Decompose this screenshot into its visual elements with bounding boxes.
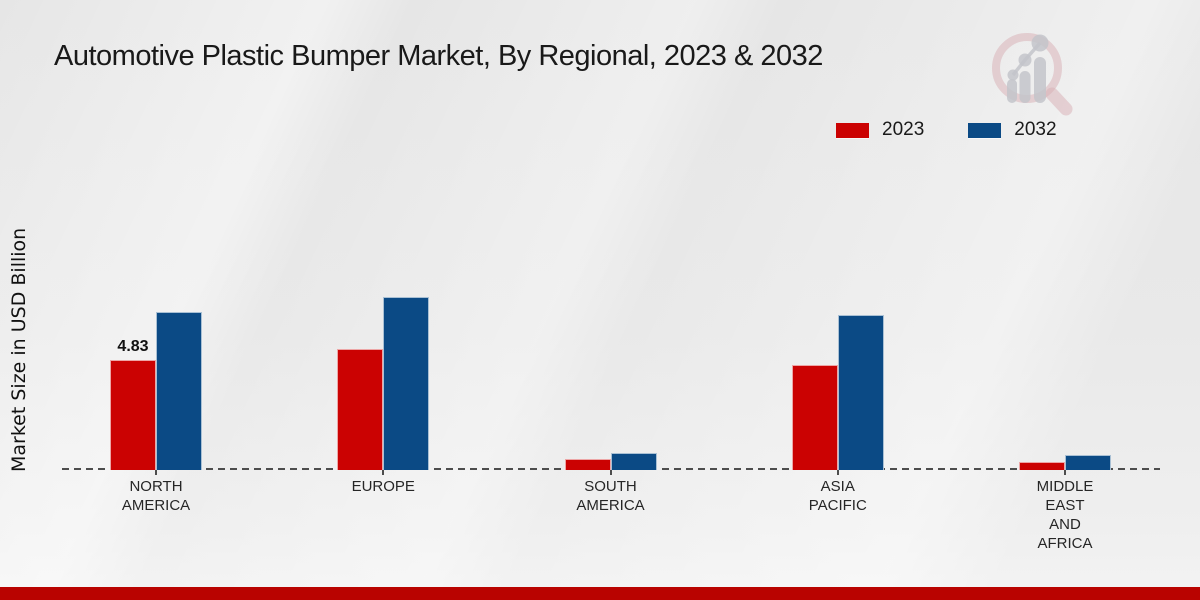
x-axis-tick-europe xyxy=(382,470,385,475)
legend-swatch-2032 xyxy=(968,122,1002,138)
x-axis-tick-north-america xyxy=(155,470,157,475)
bar-2023-asia-pacific xyxy=(791,365,838,470)
x-axis-label-south-america: SOUTH AMERICA xyxy=(576,478,645,514)
bar-2032-europe xyxy=(383,297,430,470)
bar-2032-north-america xyxy=(156,312,202,470)
x-axis-tick-south-america xyxy=(609,470,612,475)
market-research-future-logo xyxy=(992,33,1073,116)
bar-2032-middle-east-and-africa xyxy=(1065,455,1111,470)
x-axis-label-europe: EUROPE xyxy=(351,478,415,495)
magnifier-handle-icon xyxy=(1045,87,1073,116)
x-axis-label-middle-east-and-africa: MIDDLE EAST AND AFRICA xyxy=(1036,478,1094,552)
bar-2032-asia-pacific xyxy=(837,315,884,470)
x-axis-tick-asia-pacific xyxy=(836,470,839,475)
legend-item-2023: 2023 xyxy=(836,119,924,141)
x-axis-label-north-america: NORTH AMERICA xyxy=(121,478,191,514)
bar-2023-middle-east-and-africa xyxy=(1019,462,1065,470)
bar-value-label-4.83: 4.83 xyxy=(117,338,149,355)
legend: 2023 2032 xyxy=(836,119,1057,141)
footer-accent-bar xyxy=(0,587,1200,600)
legend-swatch-2023 xyxy=(836,122,869,138)
legend-label-2023: 2023 xyxy=(882,119,925,140)
bar-chart-icon xyxy=(1007,34,1049,103)
x-axis-label-asia-pacific: ASIA PACIFIC xyxy=(808,478,867,514)
legend-item-2032: 2032 xyxy=(968,119,1057,141)
bar-2023-north-america xyxy=(110,360,156,470)
bar-2032-south-america xyxy=(610,453,657,470)
bar-2023-europe xyxy=(337,349,384,470)
chart-title: Automotive Plastic Bumper Market, By Reg… xyxy=(54,40,823,72)
bar-2023-south-america xyxy=(564,459,611,470)
legend-label-2032: 2032 xyxy=(1014,119,1057,140)
x-axis-tick-middle-east-and-africa xyxy=(1064,470,1066,475)
